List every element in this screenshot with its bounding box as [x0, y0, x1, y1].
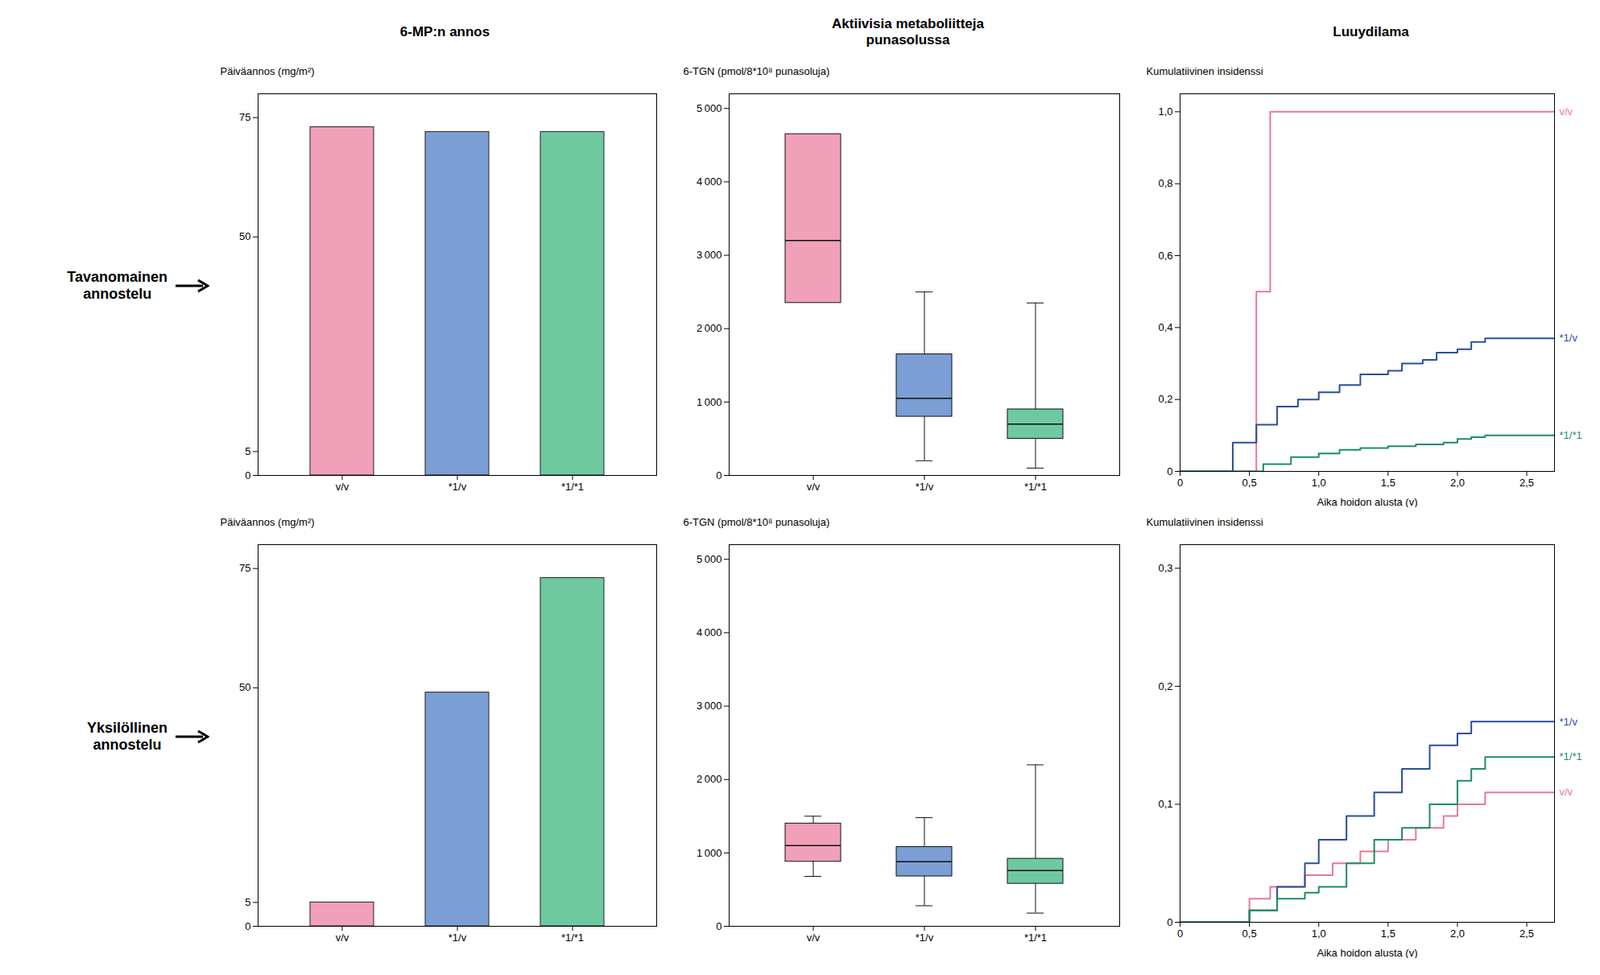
svg-text:50: 50 — [239, 230, 251, 243]
svg-text:*1/v: *1/v — [448, 480, 468, 493]
svg-text:0: 0 — [1177, 927, 1183, 940]
svg-text:0,3: 0,3 — [1157, 562, 1173, 575]
svg-text:2,5: 2,5 — [1519, 927, 1534, 940]
svg-text:1 000: 1 000 — [696, 396, 723, 409]
svg-text:0,2: 0,2 — [1157, 392, 1173, 406]
svg-text:0: 0 — [1166, 465, 1173, 478]
svg-text:2,0: 2,0 — [1450, 476, 1465, 489]
svg-text:v/v: v/v — [806, 931, 821, 944]
svg-text:v/v: v/v — [335, 480, 350, 493]
svg-text:*1/*1: *1/*1 — [1559, 750, 1583, 763]
svg-text:6-TGN (pmol/8*10⁸ punasoluja): 6-TGN (pmol/8*10⁸ punasoluja) — [683, 516, 831, 529]
svg-text:50: 50 — [239, 681, 251, 694]
svg-text:Päiväannos (mg/m²): Päiväannos (mg/m²) — [220, 65, 315, 78]
svg-text:5 000: 5 000 — [696, 102, 723, 115]
svg-text:2 000: 2 000 — [696, 773, 723, 786]
svg-text:1,5: 1,5 — [1380, 927, 1396, 940]
svg-text:Kumulatiivinen insidenssi: Kumulatiivinen insidenssi — [1146, 516, 1264, 529]
svg-text:5 000: 5 000 — [696, 553, 723, 566]
svg-text:75: 75 — [239, 111, 251, 124]
svg-text:1,5: 1,5 — [1380, 476, 1396, 489]
svg-text:0,2: 0,2 — [1157, 680, 1173, 693]
svg-text:Päiväannos (mg/m²): Päiväannos (mg/m²) — [220, 516, 315, 529]
svg-text:*1/*1: *1/*1 — [561, 480, 584, 493]
svg-text:*1/v: *1/v — [1559, 331, 1579, 344]
svg-text:*1/v: *1/v — [915, 931, 935, 944]
svg-text:0,8: 0,8 — [1157, 177, 1173, 190]
svg-text:v/v: v/v — [335, 931, 350, 944]
html-text:Luuydilama: Luuydilama — [1332, 24, 1409, 40]
html-text:Yksilöllinen annostelu: Yksilöllinen annostelu — [86, 719, 168, 753]
svg-text:0: 0 — [244, 469, 251, 482]
svg-text:*1/v: *1/v — [1559, 715, 1579, 728]
svg-text:0,6: 0,6 — [1157, 249, 1173, 262]
svg-text:5: 5 — [244, 445, 251, 458]
svg-text:3 000: 3 000 — [696, 248, 723, 261]
svg-text:2,0: 2,0 — [1450, 927, 1465, 940]
svg-text:3 000: 3 000 — [696, 699, 723, 712]
svg-text:0: 0 — [1166, 916, 1173, 929]
svg-text:*1/*1: *1/*1 — [561, 931, 584, 944]
svg-text:0,1: 0,1 — [1157, 797, 1173, 811]
svg-text:75: 75 — [239, 562, 251, 575]
html-text:Tavanomainen annostelu: Tavanomainen annostelu — [67, 268, 168, 302]
svg-text:2 000: 2 000 — [696, 322, 723, 335]
svg-text:v/v: v/v — [806, 480, 821, 493]
svg-text:0: 0 — [715, 920, 722, 933]
svg-text:*1/v: *1/v — [448, 931, 468, 944]
svg-text:0: 0 — [244, 920, 251, 933]
svg-text:5: 5 — [244, 896, 251, 909]
svg-text:1,0: 1,0 — [1157, 105, 1173, 118]
svg-text:0: 0 — [715, 469, 722, 482]
svg-text:v/v: v/v — [1559, 105, 1574, 118]
svg-text:*1/*1: *1/*1 — [1024, 480, 1047, 493]
svg-text:4 000: 4 000 — [696, 175, 723, 188]
svg-text:Aika hoidon alusta (v): Aika hoidon alusta (v) — [1316, 496, 1418, 509]
html-text:Aktiivisia metaboliitteja puna: Aktiivisia metaboliitteja punasolussa — [831, 16, 984, 48]
svg-text:0: 0 — [1177, 476, 1183, 489]
svg-text:*1/*1: *1/*1 — [1559, 429, 1583, 442]
svg-text:1 000: 1 000 — [696, 847, 723, 860]
svg-text:Kumulatiivinen insidenssi: Kumulatiivinen insidenssi — [1146, 65, 1264, 78]
svg-text:1,0: 1,0 — [1311, 927, 1327, 940]
svg-text:Aika hoidon alusta (v): Aika hoidon alusta (v) — [1316, 946, 1418, 960]
svg-text:v/v: v/v — [1559, 785, 1574, 798]
svg-text:1,0: 1,0 — [1311, 476, 1327, 489]
svg-text:6-TGN (pmol/8*10⁸ punasoluja): 6-TGN (pmol/8*10⁸ punasoluja) — [683, 65, 831, 78]
svg-text:2,5: 2,5 — [1519, 476, 1534, 489]
svg-text:0,5: 0,5 — [1242, 927, 1257, 940]
html-text:6-MP:n annos: 6-MP:n annos — [400, 24, 490, 40]
svg-text:0,4: 0,4 — [1157, 321, 1173, 334]
svg-text:4 000: 4 000 — [696, 626, 723, 639]
svg-text:0,5: 0,5 — [1242, 476, 1257, 489]
svg-text:*1/*1: *1/*1 — [1024, 931, 1047, 944]
svg-text:*1/v: *1/v — [915, 480, 935, 493]
